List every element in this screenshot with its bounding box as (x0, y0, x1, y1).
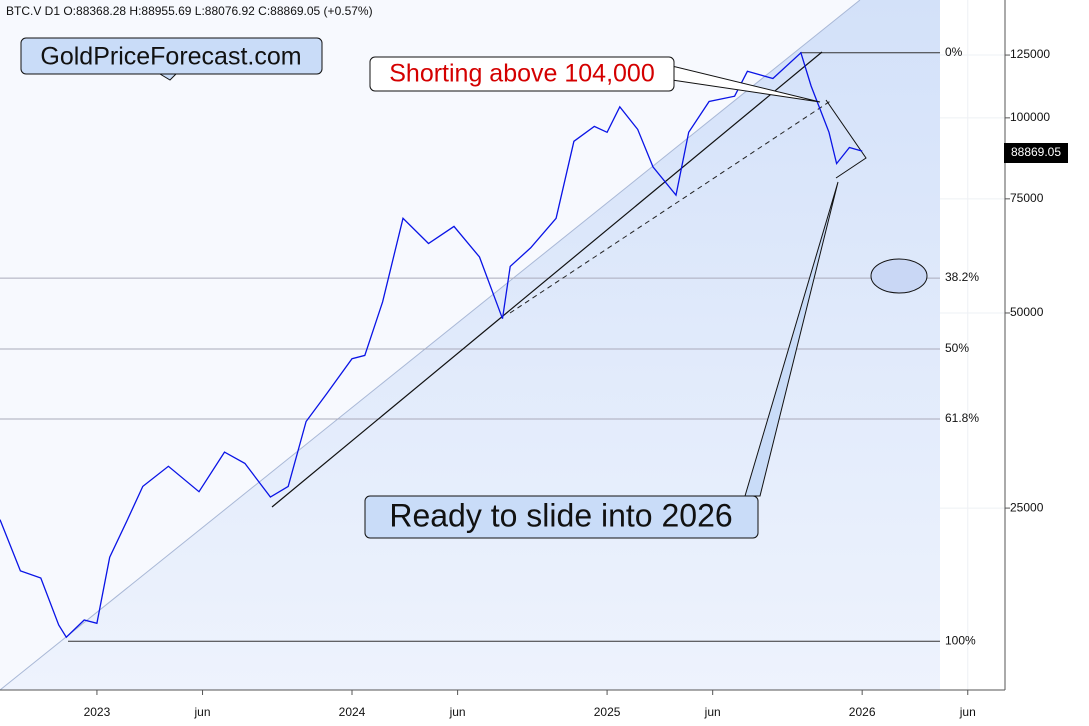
x-tick-label: jun (959, 705, 976, 719)
last-price-tag (1004, 143, 1068, 163)
channel-edge (0, 0, 861, 691)
wedge (825, 99, 867, 179)
callout-tail (158, 73, 178, 81)
fib-label: 0% (945, 45, 963, 59)
y-tick-label: 25000 (1010, 500, 1044, 514)
fib-label: 38.2% (945, 270, 979, 284)
x-tick-label: 2026 (849, 705, 876, 719)
x-tick-label: 2025 (594, 705, 621, 719)
last-price-label: 88869.05 (1011, 145, 1061, 159)
fib-label: 50% (945, 341, 969, 355)
trendline (271, 51, 823, 508)
ellipse-marker (870, 258, 928, 294)
header: BTC.V D1 O:88368.28 H:88955.69 L:88076.9… (6, 4, 373, 18)
y-tick-label: 50000 (1010, 305, 1044, 319)
fib-label: 100% (945, 633, 976, 647)
x-tick-label: jun (449, 705, 466, 719)
annotation: GoldPriceForecast.com (40, 43, 301, 71)
fib-label: 61.8% (945, 411, 979, 425)
x-tick-label: jun (194, 705, 211, 719)
trendline-dashed (509, 99, 833, 314)
fib-levels (0, 52, 940, 642)
callout-box (369, 56, 675, 92)
annotation: Ready to slide into 2026 (389, 497, 732, 533)
y-tick-label: 125000 (1010, 47, 1050, 61)
y-tick-label: 100000 (1010, 110, 1050, 124)
y-tick-label: 75000 (1010, 191, 1044, 205)
annotation: Shorting above 104,000 (389, 60, 655, 88)
x-tick-label: jun (704, 705, 721, 719)
x-tick-label: 2023 (84, 705, 111, 719)
x-tick-label: 2024 (339, 705, 366, 719)
callout-box (364, 495, 759, 539)
